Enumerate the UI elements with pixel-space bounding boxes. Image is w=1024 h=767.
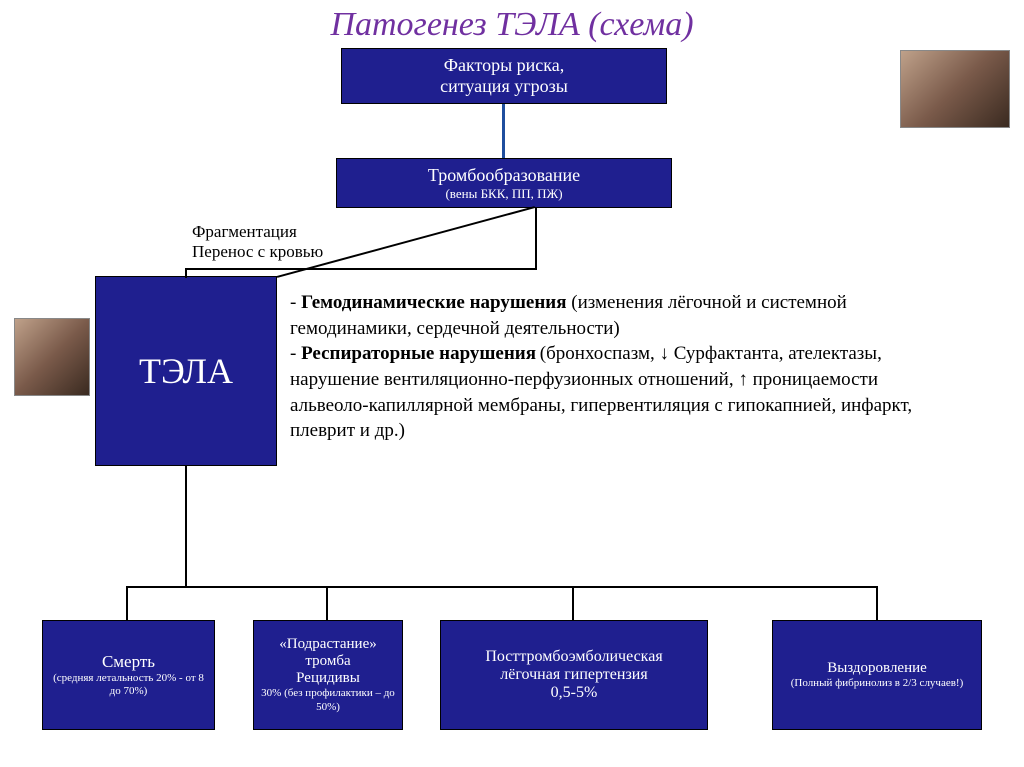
death-big: Смерть: [102, 652, 155, 672]
pht-line3: 0,5-5%: [551, 684, 598, 702]
hemo-bold: Гемодинамические нарушения: [301, 292, 566, 313]
connector-line: [126, 586, 128, 620]
pht-line1: Посттромбоэмболическая: [485, 648, 662, 666]
box-tela: ТЭЛА: [95, 276, 277, 466]
recur-big1: «Подрастание»: [279, 636, 376, 653]
connector-line: [535, 208, 537, 268]
box-outcome-death: Смерть (средняя летальность 20% - от 8 д…: [42, 620, 215, 730]
photo-leg: [900, 50, 1010, 128]
recov-big: Выздоровление: [827, 660, 927, 677]
risk-line1: Факторы риска,: [444, 55, 565, 76]
page-title: Патогенез ТЭЛА (схема): [0, 6, 1024, 44]
connector-line: [876, 586, 878, 620]
pht-line2: лёгочная гипертензия: [500, 666, 647, 684]
connector-line: [502, 104, 505, 158]
box-outcome-pht: Посттромбоэмболическая лёгочная гипертен…: [440, 620, 708, 730]
box-thrombus-formation: Тромбообразование (вены БКК, ПП, ПЖ): [336, 158, 672, 208]
recur-sm: 30% (без профилактики – до 50%): [260, 687, 396, 713]
box-outcome-recovery: Выздоровление (Полный фибринолиз в 2/3 с…: [772, 620, 982, 730]
photo-specimen: [14, 318, 90, 396]
connector-line: [185, 268, 187, 278]
connector-line: [185, 466, 187, 586]
connector-line: [185, 268, 537, 270]
text-effects: - Гемодинамические нарушения (изменения …: [290, 290, 930, 444]
thromb-line2: (вены БКК, ПП, ПЖ): [445, 186, 562, 202]
resp-bold: Респираторные нарушения: [301, 343, 536, 364]
risk-line2: ситуация угрозы: [440, 76, 568, 97]
recur-big3: Рецидивы: [296, 670, 360, 687]
connector-line: [126, 586, 878, 588]
recov-sm: (Полный фибринолиз в 2/3 случаев!): [791, 677, 964, 690]
frag-line1: Фрагментация: [192, 222, 323, 242]
frag-line2: Перенос с кровью: [192, 242, 323, 262]
connector-line: [572, 586, 574, 620]
box-risk-factors: Факторы риска, ситуация угрозы: [341, 48, 667, 104]
connector-line: [326, 586, 328, 620]
tela-label: ТЭЛА: [139, 350, 233, 392]
thromb-line1: Тромбообразование: [428, 165, 580, 186]
text-fragmentation: Фрагментация Перенос с кровью: [192, 222, 323, 262]
death-sm: (средняя летальность 20% - от 8 до 70%): [49, 672, 208, 698]
recur-big2: тромба: [305, 653, 350, 670]
box-outcome-recurrence: «Подрастание» тромба Рецидивы 30% (без п…: [253, 620, 403, 730]
